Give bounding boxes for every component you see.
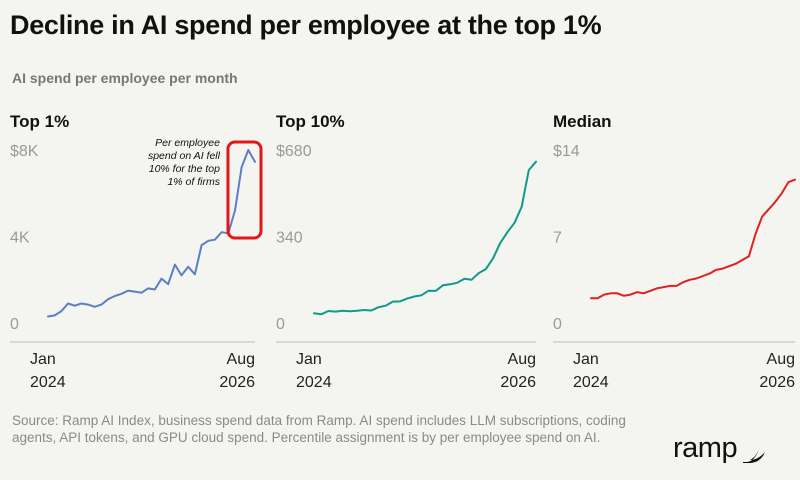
annotation: Per employee spend on AI fell 10% for the … xyxy=(148,137,221,188)
x-tick-label: Jan xyxy=(296,351,322,368)
annotation-line: Per employee xyxy=(155,137,220,149)
chart-panel-3: Median 0 7 $14 Jan 2024 Aug 2026 xyxy=(553,112,796,391)
y-tick-label: 0 xyxy=(276,316,285,333)
y-tick-label: 7 xyxy=(553,230,562,247)
chart-panel-1: Top 1% 0 4K $8K Jan 2024 Aug 2026 Per employee sp… xyxy=(10,112,263,391)
x-tick-label: Jan xyxy=(30,351,56,368)
x-tick-label: 2024 xyxy=(30,374,66,391)
x-tick-label: 2026 xyxy=(500,374,536,391)
y-tick-label: 340 xyxy=(276,230,303,247)
chart-panel-2: Top 10% 0 340 $680 Jan 2024 Aug 2026 xyxy=(276,112,537,391)
panel-title: Median xyxy=(553,112,612,131)
chart-title: Decline in AI spend per employee at the … xyxy=(10,10,602,40)
y-tick-label: $8K xyxy=(10,143,39,160)
x-tick-label: Aug xyxy=(227,351,255,368)
x-tick-label: 2026 xyxy=(219,374,255,391)
panel-title: Top 1% xyxy=(10,112,69,131)
x-tick-label: Jan xyxy=(573,351,599,368)
highlight-box xyxy=(226,140,263,240)
annotation-line: 1% of firms xyxy=(167,176,220,188)
x-tick-label: Aug xyxy=(508,351,536,368)
chart-subtitle: AI spend per employee per month xyxy=(12,70,238,86)
x-tick-label: Aug xyxy=(767,351,795,368)
charts-area: Top 1% 0 4K $8K Jan 2024 Aug 2026 Per employee sp… xyxy=(10,112,796,391)
series-line xyxy=(47,149,256,318)
x-tick-label: 2024 xyxy=(296,374,332,391)
ramp-logo-icon xyxy=(743,449,766,463)
annotation-line: 10% for the top xyxy=(149,163,220,175)
y-tick-label: 0 xyxy=(10,316,19,333)
source-note: Source: Ramp AI Index, business spend da… xyxy=(12,413,626,445)
logo-text: ramp xyxy=(673,432,738,464)
annotation-line: spend on AI fell xyxy=(148,150,221,162)
y-tick-label: 4K xyxy=(10,230,30,247)
y-tick-label: 0 xyxy=(553,316,562,333)
panel-title: Top 10% xyxy=(276,112,345,131)
series-line xyxy=(590,178,796,300)
x-tick-label: 2024 xyxy=(573,374,609,391)
y-tick-label: $680 xyxy=(276,143,312,160)
ramp-logo: ramp xyxy=(673,432,767,465)
x-tick-label: 2026 xyxy=(759,374,795,391)
y-tick-label: $14 xyxy=(553,143,580,160)
series-line xyxy=(313,160,537,316)
